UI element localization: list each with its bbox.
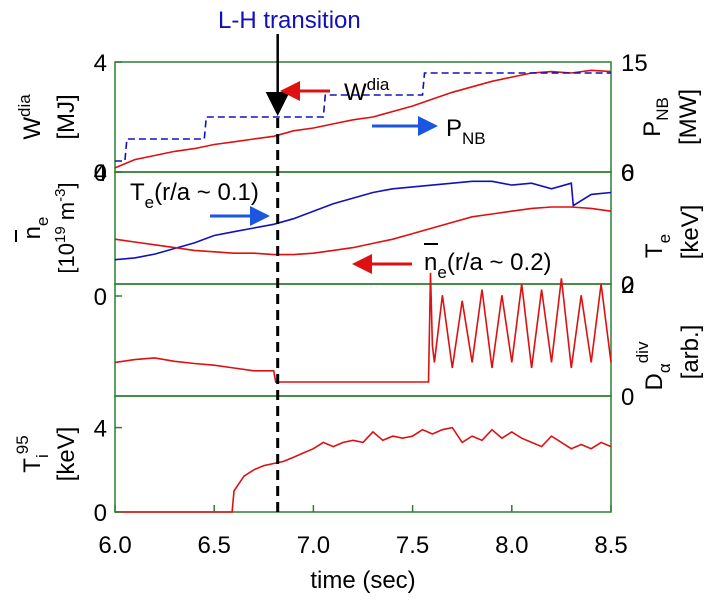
xtick-2: 7.0	[297, 532, 330, 559]
ylabel-dalpha-unit-text: [arb.]	[677, 325, 704, 380]
ne-annotation-main: n	[424, 249, 437, 276]
ylabel-te-unit-text: [keV]	[677, 205, 704, 260]
ylabel-dalpha: Dαdiv	[633, 341, 674, 390]
ytick-left-panel3-1: 4	[94, 416, 107, 443]
panel-third-frame	[114, 283, 612, 397]
ylabel-pnb-unit-text: [MW]	[675, 89, 702, 145]
ylabel-ti-sub: i	[33, 454, 52, 458]
ytick-right-panel2-1: 0	[621, 384, 634, 411]
svg-text:ne: ne	[19, 217, 52, 240]
ylabel-ne-main: n	[19, 226, 46, 239]
ylabel-ti-main: T	[19, 458, 46, 473]
te-annotation-sub: e	[145, 193, 154, 212]
series-line-panel0-1	[115, 72, 611, 162]
wdia-annotation-main: W	[344, 79, 367, 106]
x-axis-label: time (sec)	[310, 567, 415, 594]
ylabel-pnb-unit: [MW]	[675, 89, 702, 145]
transition-label: L-H transition	[218, 7, 361, 34]
ylabel-ne-unit-c: m	[54, 202, 79, 226]
ylabel-ti: Ti95	[13, 435, 52, 472]
pnb-annotation-main: P	[446, 115, 462, 142]
pnb-arrow-head	[418, 116, 438, 136]
pnb-annotation: PNB	[446, 115, 486, 148]
ne-annotation-rest: (r/a ~ 0.2)	[447, 249, 552, 276]
ylabel-ne-unit-b: 19	[52, 226, 69, 243]
svg-text:Te: Te	[641, 234, 674, 258]
ylabel-dalpha-main: D	[641, 373, 668, 390]
wdia-annotation: Wdia	[344, 75, 390, 106]
ylabel-ti-unit: [keV]	[53, 427, 80, 482]
xtick-1: 6.5	[198, 532, 231, 559]
ylabel-wdia-unit: [MJ]	[53, 94, 80, 139]
te-annotation-main: T	[130, 179, 145, 206]
xtick-4: 8.0	[495, 532, 528, 559]
xtick-3: 7.5	[396, 532, 429, 559]
ylabel-wdia-main: W	[19, 117, 46, 140]
ne-annotation-sub: e	[437, 263, 446, 282]
svg-text:Ti95: Ti95	[13, 435, 52, 472]
ylabel-te-unit: [keV]	[677, 205, 704, 260]
svg-text:PNB: PNB	[639, 97, 672, 137]
ylabel-ne-unit-d: -3	[52, 189, 69, 202]
svg-text:[1019 m-3]: [1019 m-3]	[52, 182, 79, 273]
ylabel-te: Te	[641, 234, 674, 258]
ylabel-te-main: T	[641, 243, 668, 258]
ylabel-ne-sub: e	[33, 217, 52, 226]
ytick-right-panel0-1: 15	[621, 50, 648, 77]
ne-annotation: ne(r/a ~ 0.2)	[424, 249, 552, 282]
te-annotation: Te(r/a ~ 0.1)	[130, 179, 259, 212]
ylabel-pnb-main: P	[639, 121, 666, 137]
pnb-annotation-sub: NB	[462, 129, 486, 148]
transition-arrow-head	[265, 92, 290, 116]
ylabel-ne-unit-e: ]	[54, 182, 79, 188]
ylabel-wdia-unit-text: [MJ]	[53, 94, 80, 139]
ytick-left-panel2-0: 0	[94, 284, 107, 311]
svg-text:Wdia: Wdia	[15, 94, 46, 140]
svg-text:Dαdiv: Dαdiv	[633, 341, 674, 390]
ytick-right-panel2-0: 2	[621, 272, 634, 299]
series-line-panel0-0	[114, 69, 612, 169]
ylabel-dalpha-unit: [arb.]	[677, 325, 704, 380]
ytick-left-panel0-1: 4	[94, 50, 107, 77]
ylabel-ne-unit: [1019 m-3]	[52, 182, 79, 273]
ytick-left-panel0-0: 0	[94, 160, 107, 187]
te-annotation-rest: (r/a ~ 0.1)	[154, 179, 259, 206]
ylabel-dalpha-sub: α	[655, 363, 674, 373]
ne-arrow-head	[352, 254, 372, 274]
ylabel-dalpha-sup: div	[633, 341, 652, 363]
ylabel-ne: ne	[19, 217, 52, 240]
series-layer	[114, 69, 612, 513]
series-line-panel1-1	[114, 206, 612, 256]
wdia-annotation-sup: dia	[367, 75, 390, 94]
ylabel-wdia-sup: dia	[15, 94, 34, 117]
ytick-right-panel0-0: 0	[621, 160, 634, 187]
series-line-panel2-0	[114, 272, 612, 383]
ylabel-pnb: PNB	[639, 97, 672, 137]
ytick-right-panel1-1: 0	[621, 272, 634, 299]
ylabel-ti-sup: 95	[13, 435, 32, 454]
series-line-panel1-0	[114, 180, 612, 261]
ylabel-ne-unit-a: [10	[54, 243, 79, 274]
ytick-left-panel1-0: 4	[94, 160, 107, 187]
xtick-0: 6.0	[98, 532, 131, 559]
xtick-5: 8.5	[594, 532, 627, 559]
ylabel-pnb-sub: NB	[653, 97, 672, 121]
ytick-right-panel1-0: 6	[621, 160, 634, 187]
ytick-left-panel3-0: 0	[94, 500, 107, 527]
te-arrow-head	[250, 206, 270, 226]
wdia-arrow-head	[280, 81, 300, 101]
ylabel-ti-unit-text: [keV]	[53, 427, 80, 482]
ylabel-wdia: Wdia	[15, 94, 46, 140]
panel-bottom-frame	[114, 395, 612, 513]
ylabel-te-sub: e	[655, 234, 674, 243]
series-line-panel3-0	[115, 426, 612, 513]
